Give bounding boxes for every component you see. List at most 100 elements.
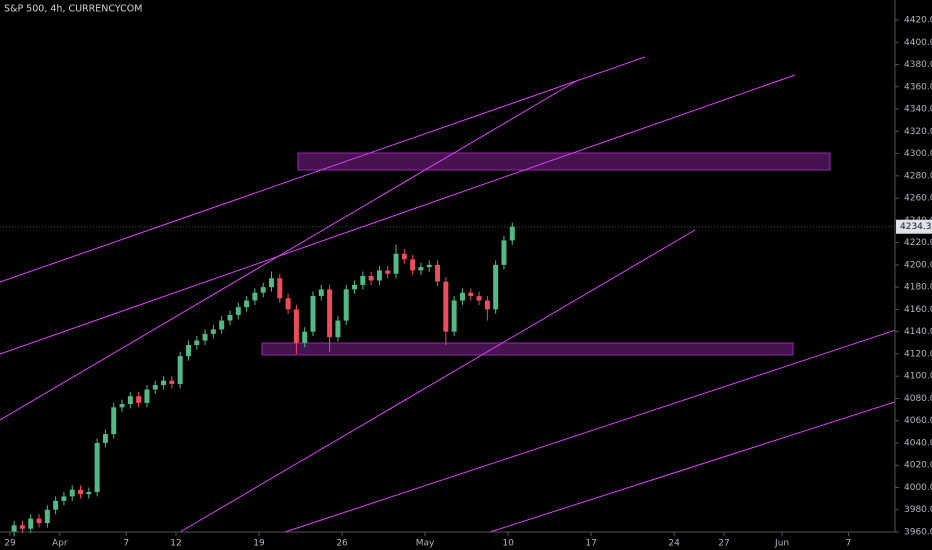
candle-body <box>44 509 50 524</box>
candle-body <box>268 278 274 288</box>
chart-title: S&P 500, 4h, CURRENCYCOM <box>4 4 142 15</box>
candle-body <box>393 253 399 274</box>
x-tick-label: 12 <box>170 539 181 549</box>
candle-body <box>244 300 250 308</box>
candle-body <box>368 276 374 281</box>
y-tick-label: 4040.0 <box>904 438 932 448</box>
candle-body <box>509 226 515 241</box>
candle-body <box>459 292 465 301</box>
x-tick-label: 29 <box>4 539 16 549</box>
candle-body <box>61 496 67 501</box>
support-zone <box>261 342 794 356</box>
candle-body <box>210 329 216 334</box>
candles <box>11 222 515 537</box>
candle-body <box>318 289 324 297</box>
candle-body <box>152 385 158 390</box>
drawings <box>0 56 932 533</box>
x-tick-label: 19 <box>253 539 265 549</box>
trendline <box>0 56 646 283</box>
y-tick-label: 4340.0 <box>904 105 932 115</box>
y-tick-label: 4380.0 <box>904 60 932 70</box>
candle-body <box>136 396 142 403</box>
candle-body <box>185 345 191 357</box>
candle-body <box>352 284 358 290</box>
candle-body <box>86 491 92 495</box>
y-tick-label: 4180.0 <box>904 283 932 293</box>
y-tick-label: 4420.0 <box>904 16 932 26</box>
candle-body <box>360 276 366 285</box>
candle-body <box>144 389 150 403</box>
candle-body <box>119 404 125 408</box>
y-tick-label: 4140.0 <box>904 327 932 337</box>
y-tick-label: 4220.0 <box>904 238 932 248</box>
candle-body <box>235 307 241 315</box>
candle-body <box>28 518 34 529</box>
y-tick-label: 4060.0 <box>904 416 932 426</box>
candle-body <box>410 259 416 271</box>
x-tick-label: 10 <box>502 539 514 549</box>
y-tick-label: 4080.0 <box>904 394 932 404</box>
x-tick-label: 7 <box>123 539 129 549</box>
y-tick-label: 4160.0 <box>904 305 932 315</box>
candle-body <box>501 240 507 265</box>
candle-body <box>111 407 117 435</box>
candle-body <box>177 356 183 384</box>
y-tick-label: 3980.0 <box>904 505 932 515</box>
candle-body <box>127 396 133 405</box>
trendline <box>0 79 579 421</box>
y-tick-label: 4320.0 <box>904 127 932 137</box>
candle-body <box>293 309 299 343</box>
y-tick-label: 4100.0 <box>904 372 932 382</box>
candle-body <box>468 292 474 297</box>
candle-body <box>426 264 432 268</box>
price-axis <box>895 0 932 550</box>
candle-body <box>161 380 167 386</box>
candle-body <box>343 289 349 321</box>
y-tick-label: 4280.0 <box>904 171 932 181</box>
candle-body <box>69 489 75 497</box>
candle-body <box>94 442 100 492</box>
x-tick-label: 17 <box>585 539 596 549</box>
candle-body <box>277 278 283 299</box>
candle-body <box>335 320 341 338</box>
candle-body <box>19 525 25 529</box>
x-tick-label: Jun <box>774 539 789 549</box>
candle-body <box>418 267 424 271</box>
candle-body <box>227 314 233 321</box>
candle-body <box>327 289 333 338</box>
y-tick-label: 4260.0 <box>904 194 932 204</box>
candle-body <box>285 298 291 310</box>
y-tick-label: 4020.0 <box>904 461 932 471</box>
candle-body <box>302 331 308 343</box>
y-tick-label: 4400.0 <box>904 38 932 48</box>
candle-body <box>194 340 200 346</box>
candle-body <box>310 296 316 332</box>
trendline <box>284 317 932 533</box>
y-tick-label: 4200.0 <box>904 260 932 270</box>
candle-body <box>202 333 208 341</box>
trendlines <box>0 56 932 533</box>
x-tick-label: May <box>416 539 435 549</box>
candle-body <box>102 434 108 443</box>
candle-body <box>260 287 266 293</box>
candle-body <box>219 320 225 330</box>
candle-body <box>443 281 449 332</box>
candle-body <box>169 380 175 384</box>
x-tick-label: Apr <box>52 539 68 549</box>
y-tick-label: 4120.0 <box>904 349 932 359</box>
candle-body <box>451 300 457 332</box>
y-tick-label: 4000.0 <box>904 483 932 493</box>
x-tick-label: 26 <box>336 539 348 549</box>
candle-body <box>53 500 59 510</box>
resistance-zone <box>297 152 831 171</box>
trendline <box>489 389 932 533</box>
x-tick-label: 24 <box>668 539 680 549</box>
candle-body <box>385 270 391 274</box>
last-price-label: 4234.3 <box>900 222 932 232</box>
candle-body <box>376 270 382 281</box>
y-tick-label: 3960.0 <box>904 528 932 538</box>
trendline <box>179 229 696 533</box>
candle-body <box>493 264 499 310</box>
candle-body <box>78 489 84 495</box>
